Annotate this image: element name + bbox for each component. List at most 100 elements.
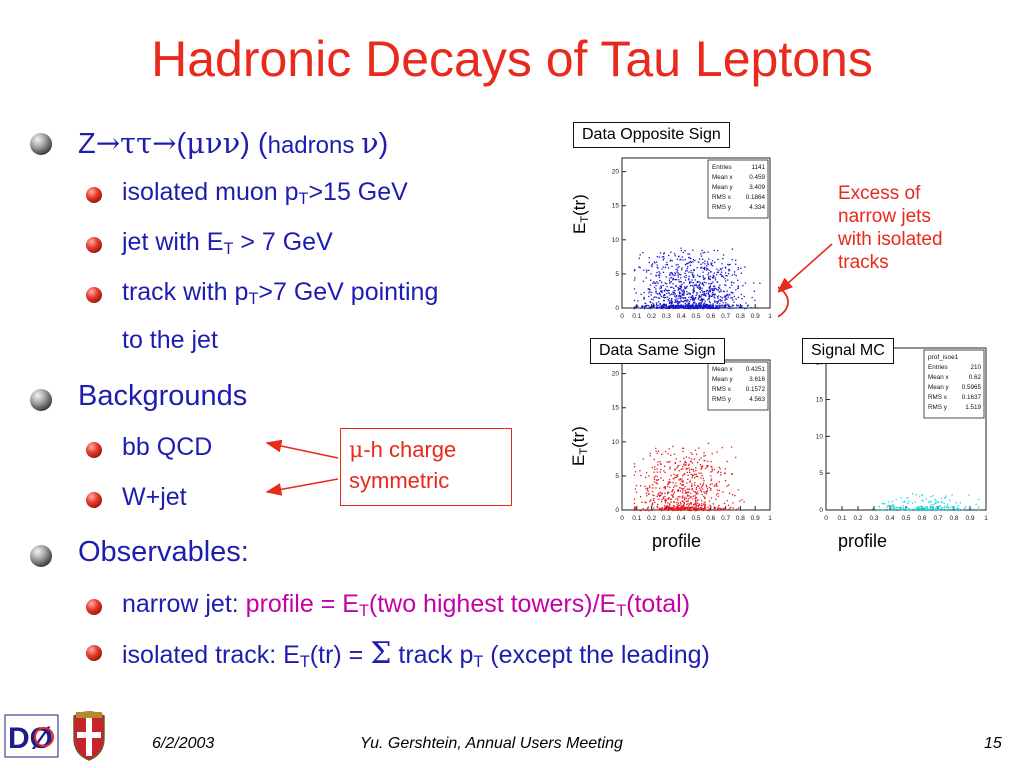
data-point — [955, 502, 957, 504]
data-point — [681, 269, 683, 271]
data-point — [696, 267, 698, 269]
data-point — [707, 292, 709, 294]
data-point — [737, 507, 740, 509]
data-point — [703, 502, 705, 504]
data-point — [715, 482, 718, 485]
data-point — [906, 509, 908, 511]
data-point — [648, 493, 650, 495]
data-point — [690, 307, 692, 310]
data-point — [683, 282, 685, 284]
data-point — [634, 277, 636, 279]
data-point — [683, 306, 686, 308]
data-point — [669, 305, 672, 307]
data-point — [684, 264, 687, 266]
data-point — [947, 508, 950, 511]
data-point — [658, 509, 661, 511]
data-point — [703, 479, 705, 482]
data-point — [692, 299, 694, 302]
data-point — [645, 476, 647, 479]
data-point — [695, 469, 697, 472]
data-point — [649, 291, 651, 293]
data-point — [651, 503, 654, 506]
data-point — [649, 452, 651, 455]
data-point — [649, 284, 652, 286]
data-point — [684, 286, 686, 288]
data-point — [694, 473, 696, 476]
data-point — [724, 304, 726, 306]
data-point — [673, 278, 675, 280]
data-point — [685, 462, 687, 464]
data-point — [691, 488, 693, 490]
data-point — [907, 502, 909, 505]
data-point — [677, 504, 680, 507]
data-point — [664, 288, 667, 290]
data-point — [695, 294, 697, 297]
x-tick-label: 0 — [824, 515, 828, 522]
data-point — [693, 276, 695, 278]
data-point — [709, 508, 711, 510]
data-point — [643, 298, 645, 300]
data-point — [928, 501, 930, 504]
data-point — [915, 509, 918, 512]
data-point — [642, 252, 644, 254]
data-point — [704, 467, 707, 470]
data-point — [959, 502, 961, 504]
data-point — [664, 304, 666, 307]
data-point — [695, 297, 697, 299]
data-point — [696, 307, 698, 309]
data-point — [706, 307, 709, 309]
data-point — [935, 500, 937, 502]
stats-key: Entries — [928, 364, 948, 371]
data-point — [710, 295, 712, 298]
data-point — [957, 505, 959, 507]
data-point — [670, 306, 672, 309]
x-tick-label: 0.6 — [706, 515, 715, 522]
data-point — [648, 475, 650, 477]
data-point — [633, 498, 636, 501]
data-point — [680, 508, 682, 510]
data-point — [694, 497, 697, 499]
data-point — [690, 452, 692, 454]
data-point — [687, 508, 689, 510]
data-point — [642, 305, 644, 308]
data-point — [679, 504, 681, 506]
data-point — [690, 305, 693, 307]
data-point — [697, 303, 700, 305]
data-point — [684, 460, 686, 463]
stats-value: 0.62 — [969, 374, 982, 381]
data-point — [678, 302, 680, 304]
data-point — [706, 488, 709, 490]
data-point — [711, 304, 713, 307]
data-point — [710, 288, 713, 290]
data-point — [692, 307, 695, 310]
data-point — [704, 260, 706, 262]
data-point — [683, 301, 685, 303]
data-point — [694, 259, 696, 262]
bullet-icon — [86, 599, 102, 615]
x-tick-label: 0.7 — [721, 313, 730, 320]
stats-value: 210 — [970, 364, 981, 371]
data-point — [721, 263, 723, 265]
data-point — [686, 467, 689, 470]
data-point — [661, 290, 663, 293]
data-point — [698, 296, 701, 298]
data-point — [708, 307, 711, 309]
data-point — [687, 253, 689, 255]
data-point — [743, 501, 745, 503]
data-point — [678, 293, 681, 295]
data-point — [731, 248, 733, 250]
data-point — [659, 495, 661, 497]
data-point — [702, 298, 704, 301]
data-point — [700, 253, 702, 255]
data-point — [658, 256, 660, 258]
data-point — [716, 296, 719, 298]
data-point — [713, 507, 716, 509]
data-point — [663, 253, 665, 255]
data-point — [668, 307, 671, 309]
data-point — [730, 506, 732, 508]
data-point — [720, 296, 722, 298]
data-point — [975, 503, 977, 505]
data-point — [674, 469, 676, 471]
data-point — [890, 505, 893, 507]
data-point — [684, 272, 686, 274]
